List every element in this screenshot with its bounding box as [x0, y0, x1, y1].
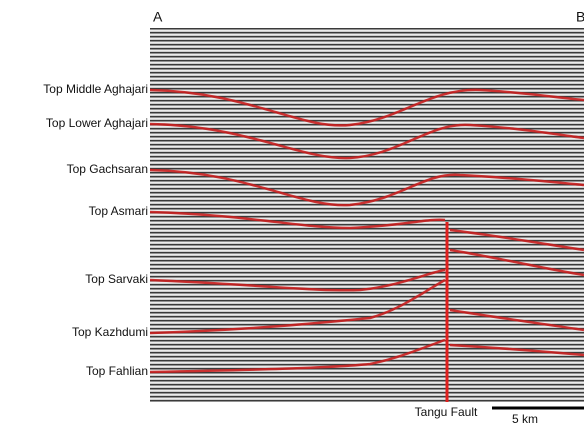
fault-label: Tangu Fault — [415, 405, 478, 419]
section-end-a: A — [153, 9, 163, 25]
horizon-label: Top Gachsaran — [67, 162, 148, 176]
horizon-label: Top Kazhdumi — [72, 325, 148, 339]
horizon-labels: Top Middle Aghajari Top Lower Aghajari T… — [43, 82, 148, 378]
horizon-label: Top Middle Aghajari — [43, 82, 148, 96]
horizon-label: Top Fahlian — [86, 364, 148, 378]
horizon-label: Top Asmari — [89, 204, 148, 218]
horizon-lines — [149, 88, 584, 402]
section-end-b: B — [576, 9, 584, 25]
scale-label: 5 km — [512, 412, 538, 425]
seismic-section — [150, 28, 584, 402]
horizon-label: Top Sarvaki — [85, 272, 148, 286]
horizon-label: Top Lower Aghajari — [46, 116, 148, 130]
